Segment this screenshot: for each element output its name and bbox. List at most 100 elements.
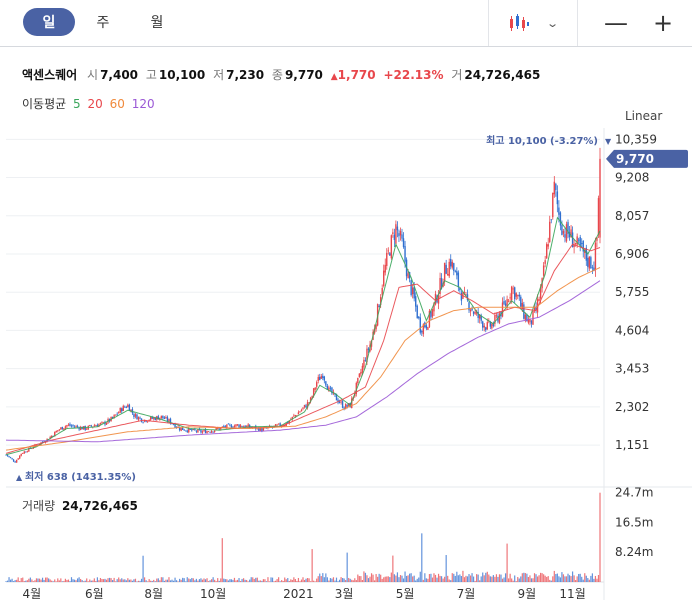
volume-bar — [351, 579, 353, 582]
volume-bar — [122, 579, 124, 582]
volume-bar — [294, 579, 296, 582]
volume-bar — [9, 579, 12, 582]
volume-bar — [317, 576, 319, 582]
plus-icon[interactable]: + — [652, 9, 674, 37]
x-tick-label: 6월 — [85, 587, 104, 601]
volume-bar — [247, 581, 249, 582]
volume-bar — [133, 579, 135, 582]
volume-bar — [136, 581, 138, 582]
volume-bar — [157, 578, 159, 582]
volume-bar — [311, 549, 313, 582]
volume-bar — [541, 573, 543, 582]
candle-body — [597, 198, 600, 236]
x-tick-label: 9월 — [518, 587, 537, 601]
candle-body — [532, 310, 534, 325]
volume-bar — [384, 576, 386, 582]
volume-bar — [428, 574, 431, 582]
volume-bar — [259, 580, 261, 582]
candle-body — [495, 315, 498, 317]
candle-body — [410, 280, 412, 296]
candle-body — [331, 387, 333, 394]
volume-bar — [494, 576, 496, 582]
candle-body — [312, 388, 315, 396]
volume-bar — [319, 573, 321, 582]
volume-bar — [383, 577, 385, 582]
candle-body — [317, 377, 319, 381]
volume-bar — [139, 580, 141, 582]
candle-body — [163, 417, 166, 419]
ma-120[interactable]: 120 — [131, 97, 155, 111]
volume-bar — [80, 578, 82, 582]
volume-bar — [81, 580, 83, 582]
tab-weekly[interactable]: 주 — [96, 15, 110, 31]
volume-bar — [425, 578, 427, 582]
volume-bar — [504, 573, 507, 582]
volume-bar — [160, 577, 162, 582]
volume-bar — [590, 575, 592, 582]
candle-body — [64, 426, 67, 429]
volume-bar — [366, 575, 368, 582]
candle-body — [201, 431, 204, 433]
volume-bar — [486, 571, 488, 582]
ma-5[interactable]: 5 — [73, 97, 81, 111]
volume-bar — [32, 581, 35, 582]
volume-bar — [51, 580, 53, 582]
candle-body — [89, 425, 91, 426]
volume-bar — [200, 578, 202, 582]
volume-bar — [573, 575, 575, 582]
ma-60[interactable]: 60 — [109, 97, 125, 111]
volume-bar — [204, 579, 207, 582]
candle-body — [501, 302, 504, 317]
volume-bar — [511, 578, 513, 582]
volume-bar — [587, 578, 589, 582]
volume-bar — [11, 578, 13, 582]
volume-bar — [226, 579, 228, 582]
volume-bar — [506, 543, 508, 582]
candle-body — [456, 271, 458, 276]
scale-toggle[interactable]: Linear — [625, 109, 663, 123]
volume-bar — [571, 571, 574, 582]
candle-body — [308, 402, 310, 404]
candle-body — [241, 425, 243, 427]
candle-body — [134, 414, 137, 417]
volume-bar — [177, 581, 179, 582]
volume-bar — [180, 579, 182, 582]
volume-bar — [533, 573, 536, 582]
candle-body — [506, 299, 508, 308]
volume-bar — [538, 575, 540, 582]
volume-bar — [220, 578, 222, 582]
change-percent: +22.13% — [383, 68, 444, 82]
candle-body — [545, 244, 548, 259]
volume-bar — [323, 577, 325, 582]
candle-body — [440, 278, 443, 289]
volume-bar — [145, 580, 147, 582]
volume-bar — [285, 579, 287, 582]
volume-bar — [258, 580, 260, 582]
candle-body — [210, 431, 213, 433]
volume-bar — [308, 578, 310, 582]
candle-body — [325, 381, 327, 386]
tab-monthly[interactable]: 월 — [150, 15, 164, 31]
candle-body — [194, 429, 196, 431]
chart-type-button[interactable]: ⌄ — [488, 0, 578, 46]
candle-body — [188, 428, 190, 433]
volume-bar — [303, 579, 306, 582]
volume-bar — [128, 579, 130, 582]
volume-bar — [492, 575, 494, 582]
low-annotation: 최저 638 (1431.35%) — [25, 470, 136, 483]
volume-bar — [107, 578, 109, 582]
volume-bar — [390, 572, 392, 582]
volume-bar — [501, 578, 504, 582]
volume-bar — [442, 578, 444, 582]
volume-bar — [565, 576, 568, 582]
volume-bar — [116, 579, 118, 582]
candle-body — [533, 307, 536, 312]
volume-bar — [179, 578, 181, 582]
volume-bar — [40, 579, 42, 582]
minus-icon[interactable]: — — [604, 9, 628, 37]
tab-daily[interactable]: 일 — [23, 8, 75, 36]
candle-body — [599, 158, 601, 238]
ma-20[interactable]: 20 — [87, 97, 103, 111]
volume-bar — [424, 573, 426, 582]
